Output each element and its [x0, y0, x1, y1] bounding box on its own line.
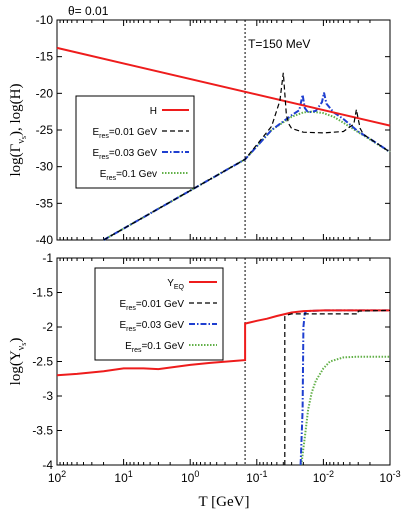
series-line-1	[284, 309, 391, 465]
theta-label: θ= 0.01	[68, 4, 109, 18]
series-line-2	[103, 92, 391, 241]
x-tick-label: 102	[48, 469, 66, 485]
x-tick-label: 10-3	[379, 469, 400, 485]
x-tick-labels: 102 101 100 10-1 10-2 10-3	[48, 469, 401, 485]
x-tick-label: 101	[114, 469, 132, 485]
y-tick-label: -35	[36, 196, 54, 210]
y-tick-label: -15	[36, 50, 54, 64]
series-line-1	[103, 72, 391, 241]
top-y-axis-label: log(Γνs), log(H)	[8, 84, 28, 177]
series-line-0	[56, 46, 391, 127]
x-tick-label: 100	[181, 469, 199, 485]
y-tick-label: -4	[42, 458, 53, 472]
y-tick-label: -3.5	[32, 424, 53, 438]
bottom-series	[56, 309, 391, 466]
y-tick-label: -40	[36, 233, 54, 247]
legend-label: Eres=0.1 Gev	[100, 169, 157, 182]
series-line-2	[299, 309, 390, 466]
bottom-panel: -1 -1.5 -2 -2.5 -3 -3.5 -4 YEQ Eres=0.01 GeV Ere…	[8, 251, 391, 472]
bottom-y-ticks: -1 -1.5 -2 -2.5 -3 -3.5 -4	[32, 251, 390, 472]
legend-label: YEQ	[167, 278, 184, 291]
y-tick-label: -2.5	[32, 355, 53, 369]
legend-label: H	[150, 106, 157, 117]
bottom-legend: YEQ Eres=0.01 GeV Eres=0.03 GeV Eres=0.1 Ge…	[94, 267, 224, 361]
y-tick-label: -30	[36, 160, 54, 174]
x-axis-label: T [GeV]	[199, 494, 250, 510]
top-y-ticks: -10 -15 -20 -25 -30 -35 -40	[36, 13, 390, 247]
series-line-0	[56, 309, 390, 377]
series-line-3	[300, 355, 390, 466]
y-tick-label: -2	[42, 320, 53, 334]
legend-label: Eres=0.03 GeV	[120, 320, 185, 333]
bottom-x-ticks	[56, 258, 391, 465]
x-tick-label: 10-2	[313, 469, 334, 485]
legend-label: Eres=0.01 GeV	[120, 299, 185, 312]
x-tick-label: 10-1	[246, 469, 267, 485]
top-x-ticks	[56, 20, 391, 240]
y-tick-label: -1	[42, 251, 53, 265]
top-legend: H Eres=0.01 GeV Eres=0.03 GeV Eres=0.1 Gev	[75, 95, 195, 189]
y-tick-label: -1.5	[32, 286, 53, 300]
legend-label: Eres=0.01 GeV	[93, 127, 158, 140]
bottom-y-axis-label: log(Yνs)	[8, 338, 28, 386]
top-panel: -10 -15 -20 -25 -30 -35 -40 T=150 MeV H Eres=0.…	[8, 13, 391, 247]
y-tick-label: -20	[36, 86, 54, 100]
legend-label: Eres=0.1 GeV	[125, 341, 184, 354]
legend-label: Eres=0.03 GeV	[93, 148, 158, 161]
y-tick-label: -3	[42, 389, 53, 403]
y-tick-label: -10	[36, 13, 54, 27]
temperature-annotation: T=150 MeV	[248, 37, 310, 51]
top-series	[56, 46, 391, 241]
y-tick-label: -25	[36, 123, 54, 137]
